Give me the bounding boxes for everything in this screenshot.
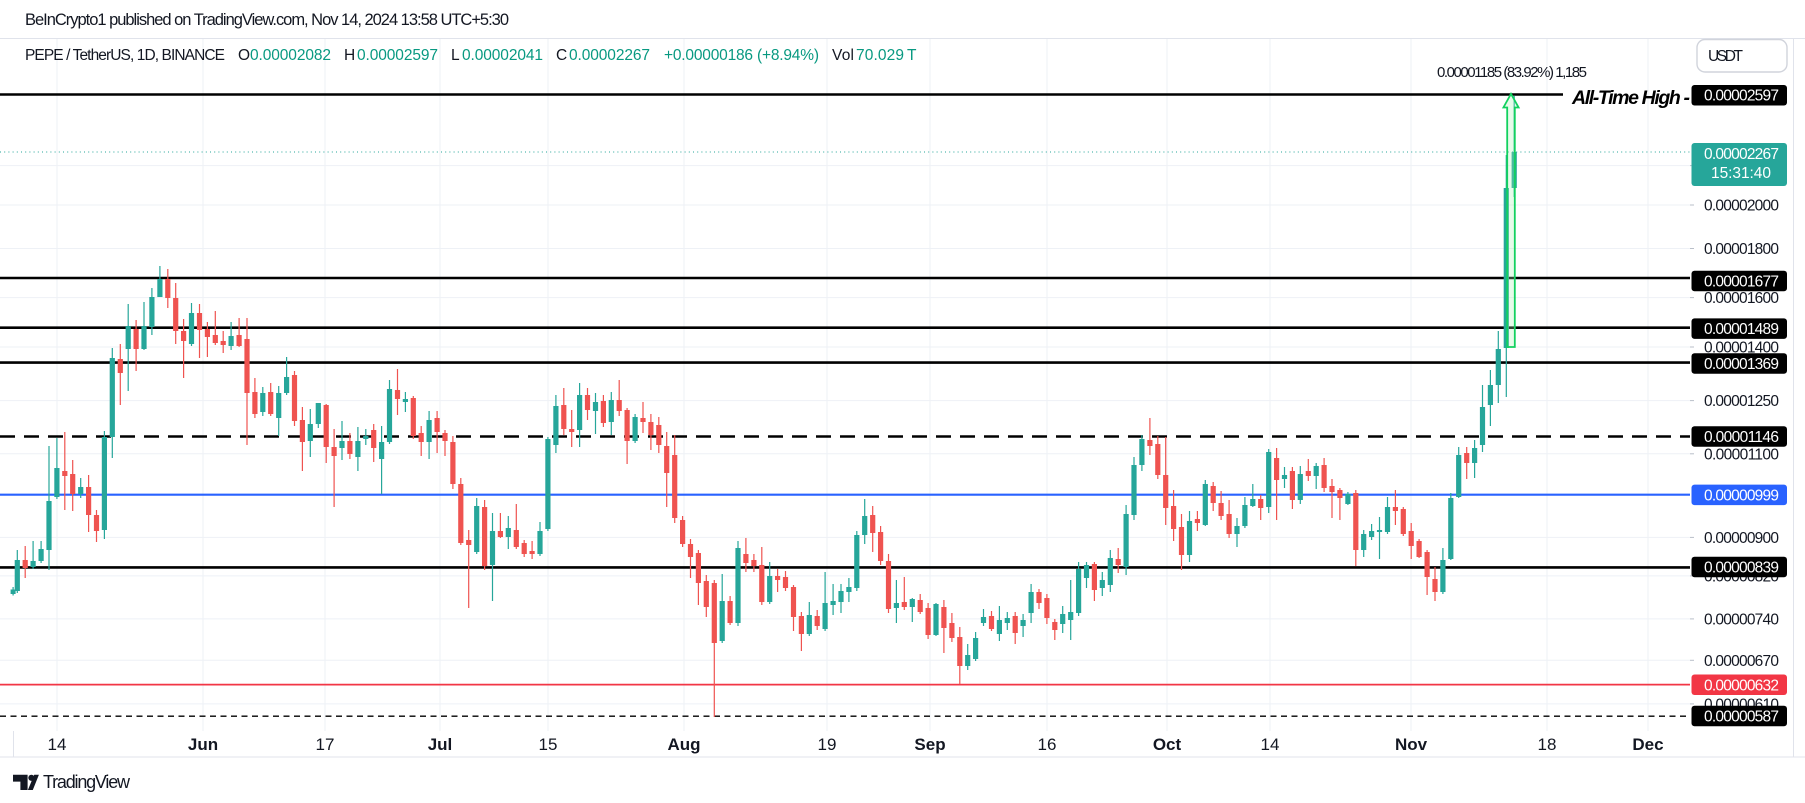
svg-text:USDT: USDT: [1708, 48, 1744, 65]
svg-text:+0.00000186 (+8.94%): +0.00000186 (+8.94%): [664, 47, 819, 64]
svg-text:19: 19: [818, 735, 837, 754]
svg-text:Dec: Dec: [1632, 735, 1663, 754]
svg-text:14: 14: [1261, 735, 1280, 754]
svg-text:0.00000587: 0.00000587: [1704, 709, 1779, 726]
svg-text:0.00001185 (83.92%) 1,185: 0.00001185 (83.92%) 1,185: [1437, 64, 1587, 81]
svg-text:18: 18: [1538, 735, 1557, 754]
svg-text:0.00002267: 0.00002267: [569, 47, 650, 64]
svg-text:0.00002041: 0.00002041: [462, 47, 543, 64]
svg-text:BeInCrypto1 published on Tradi: BeInCrypto1 published on TradingView.com…: [25, 11, 509, 29]
svg-text:0.00002597: 0.00002597: [357, 47, 438, 64]
svg-text:0.00002000: 0.00002000: [1704, 198, 1779, 215]
svg-text:0.00001369: 0.00001369: [1704, 356, 1779, 373]
svg-text:O: O: [238, 47, 250, 64]
svg-text:0.00002267: 0.00002267: [1704, 146, 1779, 163]
svg-text:Aug: Aug: [667, 735, 700, 754]
svg-text:C: C: [556, 47, 567, 64]
svg-text:0.00001600: 0.00001600: [1704, 290, 1779, 307]
svg-text:0.00001677: 0.00001677: [1704, 274, 1779, 291]
svg-text:0.00001250: 0.00001250: [1704, 393, 1779, 410]
svg-text:Nov: Nov: [1395, 735, 1428, 754]
svg-text:PEPE / TetherUS, 1D, BINANCE: PEPE / TetherUS, 1D, BINANCE: [25, 47, 225, 64]
svg-text:14: 14: [48, 735, 67, 754]
svg-text:Jul: Jul: [428, 735, 453, 754]
svg-text:15:31:40: 15:31:40: [1711, 165, 1771, 182]
svg-text:0.00002082: 0.00002082: [250, 47, 331, 64]
svg-text:17: 17: [316, 735, 335, 754]
svg-text:0.00000670: 0.00000670: [1704, 653, 1779, 670]
svg-text:0.00000999: 0.00000999: [1704, 487, 1779, 504]
svg-text:0.00000740: 0.00000740: [1704, 611, 1779, 628]
svg-text:All-Time High -: All-Time High -: [1571, 87, 1690, 109]
svg-text:0.00002597: 0.00002597: [1704, 88, 1779, 105]
svg-text:L: L: [451, 47, 460, 64]
svg-text:0.00001146: 0.00001146: [1704, 429, 1779, 446]
svg-text:0.00000632: 0.00000632: [1704, 677, 1779, 694]
svg-text:0.00000900: 0.00000900: [1704, 530, 1779, 547]
svg-text:Jun: Jun: [188, 735, 218, 754]
svg-text:0.00001400: 0.00001400: [1704, 340, 1779, 357]
svg-text:16: 16: [1038, 735, 1057, 754]
svg-text:T: T: [907, 47, 917, 64]
svg-text:Oct: Oct: [1153, 735, 1182, 754]
svg-text:Sep: Sep: [914, 735, 945, 754]
svg-text:70.029: 70.029: [856, 47, 904, 64]
svg-text:H: H: [344, 47, 355, 64]
svg-text:Vol: Vol: [832, 47, 854, 64]
svg-text:TradingView: TradingView: [43, 772, 131, 792]
svg-text:0.00000839: 0.00000839: [1704, 560, 1779, 577]
svg-text:0.00001800: 0.00001800: [1704, 241, 1779, 258]
svg-text:0.00001100: 0.00001100: [1704, 446, 1779, 463]
svg-text:0.00001489: 0.00001489: [1704, 321, 1779, 338]
svg-text:15: 15: [539, 735, 558, 754]
